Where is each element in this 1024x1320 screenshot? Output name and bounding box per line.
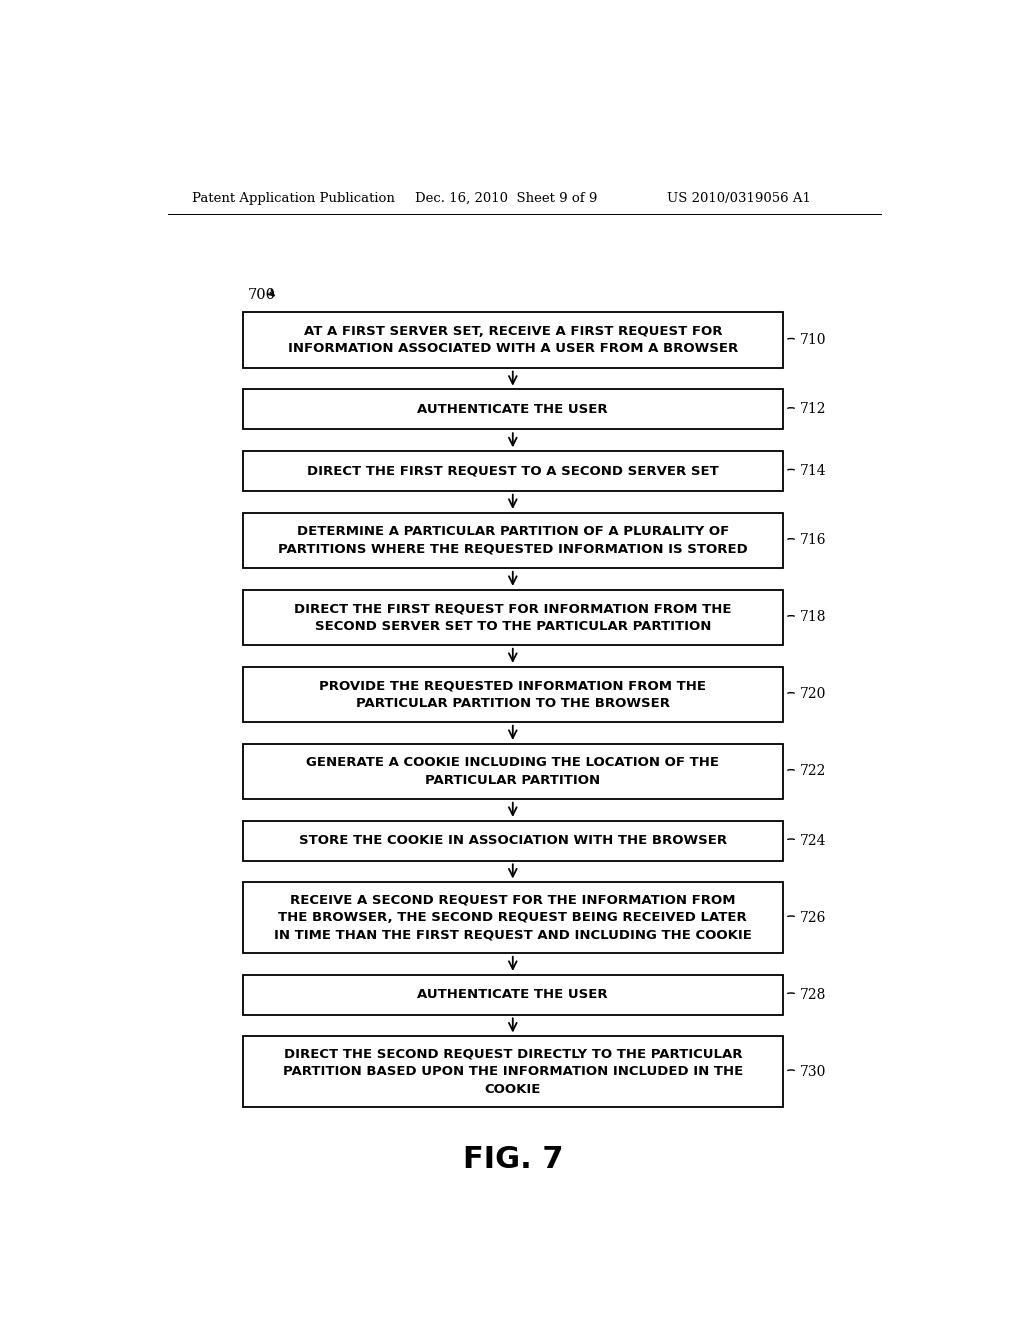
Text: FIG. 7: FIG. 7: [463, 1144, 563, 1173]
Bar: [243, 667, 783, 722]
Text: Dec. 16, 2010  Sheet 9 of 9: Dec. 16, 2010 Sheet 9 of 9: [415, 191, 597, 205]
Text: PROVIDE THE REQUESTED INFORMATION FROM THE
PARTICULAR PARTITION TO THE BROWSER: PROVIDE THE REQUESTED INFORMATION FROM T…: [319, 678, 707, 710]
Text: 710: 710: [800, 333, 826, 347]
Text: 712: 712: [800, 403, 826, 416]
Text: 716: 716: [800, 533, 826, 548]
Text: 722: 722: [800, 764, 826, 779]
Bar: [243, 974, 783, 1015]
Text: Patent Application Publication: Patent Application Publication: [191, 191, 394, 205]
Text: US 2010/0319056 A1: US 2010/0319056 A1: [667, 191, 811, 205]
Bar: [243, 821, 783, 861]
Text: DIRECT THE FIRST REQUEST TO A SECOND SERVER SET: DIRECT THE FIRST REQUEST TO A SECOND SER…: [307, 465, 719, 478]
Bar: [243, 451, 783, 491]
Text: AUTHENTICATE THE USER: AUTHENTICATE THE USER: [418, 403, 608, 416]
Bar: [243, 743, 783, 799]
Text: DIRECT THE FIRST REQUEST FOR INFORMATION FROM THE
SECOND SERVER SET TO THE PARTI: DIRECT THE FIRST REQUEST FOR INFORMATION…: [294, 602, 731, 632]
Text: AUTHENTICATE THE USER: AUTHENTICATE THE USER: [418, 989, 608, 1001]
Text: 700: 700: [248, 289, 276, 302]
Text: RECEIVE A SECOND REQUEST FOR THE INFORMATION FROM
THE BROWSER, THE SECOND REQUES: RECEIVE A SECOND REQUEST FOR THE INFORMA…: [273, 894, 752, 941]
Text: 718: 718: [800, 610, 826, 624]
Bar: [243, 389, 783, 429]
Bar: [243, 1036, 783, 1107]
Text: 714: 714: [800, 465, 826, 478]
Bar: [243, 512, 783, 568]
Text: DIRECT THE SECOND REQUEST DIRECTLY TO THE PARTICULAR
PARTITION BASED UPON THE IN: DIRECT THE SECOND REQUEST DIRECTLY TO TH…: [283, 1048, 743, 1096]
Text: 724: 724: [800, 834, 826, 847]
Text: 728: 728: [800, 987, 826, 1002]
Bar: [243, 882, 783, 953]
Text: 730: 730: [800, 1065, 826, 1078]
Bar: [243, 313, 783, 368]
Text: AT A FIRST SERVER SET, RECEIVE A FIRST REQUEST FOR
INFORMATION ASSOCIATED WITH A: AT A FIRST SERVER SET, RECEIVE A FIRST R…: [288, 325, 738, 355]
Text: DETERMINE A PARTICULAR PARTITION OF A PLURALITY OF
PARTITIONS WHERE THE REQUESTE: DETERMINE A PARTICULAR PARTITION OF A PL…: [278, 525, 748, 556]
Bar: [243, 590, 783, 645]
Text: STORE THE COOKIE IN ASSOCIATION WITH THE BROWSER: STORE THE COOKIE IN ASSOCIATION WITH THE…: [299, 834, 727, 847]
Text: 720: 720: [800, 688, 826, 701]
Text: GENERATE A COOKIE INCLUDING THE LOCATION OF THE
PARTICULAR PARTITION: GENERATE A COOKIE INCLUDING THE LOCATION…: [306, 756, 719, 787]
Text: 726: 726: [800, 911, 826, 924]
